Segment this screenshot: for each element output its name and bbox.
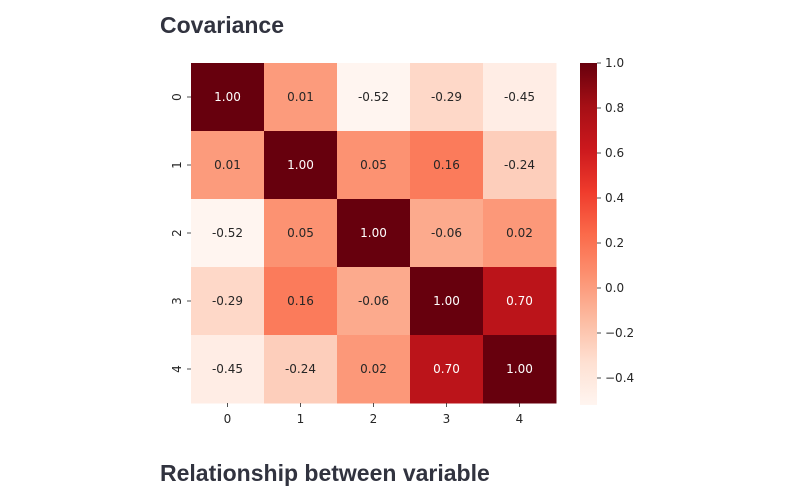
colorbar-gradient [580,63,597,405]
cell-value-label: -0.52 [358,90,389,104]
section-title-covariance: Covariance [160,12,285,38]
cell-value-label: 1.00 [214,90,241,104]
heatmap-cell [191,63,265,132]
x-tick-label: 4 [516,412,524,426]
cell-value-label: 0.16 [433,158,460,172]
heatmap-cell [337,267,411,336]
heatmap-cell [483,335,557,404]
cell-value-label: -0.06 [358,294,389,308]
colorbar-tick-label: 1.0 [605,56,624,70]
heatmap-cell [410,199,484,268]
heatmap-cell [483,199,557,268]
cell-value-label: 0.01 [214,158,241,172]
x-tick-label: 2 [370,412,378,426]
heatmap-cell [191,199,265,268]
heatmap-cell [483,267,557,336]
heatmap-cells: 1.00 0.01 -0.52 -0.29 -0.45 0.01 1.00 0.05 0.16 -… [191,63,557,404]
cell-value-label: 1.00 [433,294,460,308]
heatmap-cell [191,267,265,336]
heatmap-cell [264,335,338,404]
heatmap-cell [337,63,411,132]
heatmap-cell [264,199,338,268]
heatmap-cell [483,63,557,132]
colorbar-tick-label: 0.8 [605,101,624,115]
cell-value-label: -0.29 [431,90,462,104]
cell-value-label: 1.00 [287,158,314,172]
cell-value-label: 0.16 [287,294,314,308]
heatmap-cell [264,267,338,336]
heatmap-cell [410,335,484,404]
y-axis: 0 1 2 3 4 [170,93,191,373]
cell-value-label: 1.00 [360,226,387,240]
heatmap-cell [337,131,411,200]
x-tick-label: 1 [297,412,305,426]
cell-value-label: 0.05 [287,226,314,240]
cell-value-label: -0.45 [504,90,535,104]
heatmap-cell [483,131,557,200]
cell-value-label: 0.02 [360,362,387,376]
x-tick-label: 3 [443,412,451,426]
cell-value-label: 0.70 [506,294,533,308]
heatmap-cell [191,335,265,404]
heatmap-cell [191,131,265,200]
colorbar-tick-label: 0.0 [605,281,624,295]
cell-value-label: -0.24 [504,158,535,172]
cell-value-label: 0.01 [287,90,314,104]
section-title-relationship: Relationship between variable [160,460,490,486]
heatmap-cell [410,267,484,336]
y-tick-label: 2 [170,229,184,237]
colorbar-tick-label: 0.4 [605,191,624,205]
cell-value-label: 0.70 [433,362,460,376]
heatmap-cell [337,199,411,268]
y-tick-label: 3 [170,297,184,305]
heatmap-cell [410,131,484,200]
heatmap-cell [337,335,411,404]
heatmap-cell [264,63,338,132]
colorbar: −0.4 −0.2 0.0 0.2 0.4 0.6 0.8 1.0 [580,56,634,405]
cell-value-label: 1.00 [506,362,533,376]
cell-value-label: 0.05 [360,158,387,172]
y-tick-label: 4 [170,365,184,373]
cell-value-label: -0.45 [212,362,243,376]
heatmap-cell [264,131,338,200]
x-tick-label: 0 [224,412,232,426]
colorbar-tick-label: −0.4 [605,371,634,385]
cell-value-label: -0.29 [212,294,243,308]
y-tick-label: 0 [170,93,184,101]
colorbar-tick-label: 0.6 [605,146,624,160]
x-axis: 0 1 2 3 4 [224,403,524,426]
cell-value-label: -0.24 [285,362,316,376]
heatmap-cell [410,63,484,132]
colorbar-tick-label: 0.2 [605,236,624,250]
cell-value-label: -0.52 [212,226,243,240]
colorbar-tick-label: −0.2 [605,326,634,340]
cell-value-label: 0.02 [506,226,533,240]
cell-value-label: -0.06 [431,226,462,240]
y-tick-label: 1 [170,161,184,169]
